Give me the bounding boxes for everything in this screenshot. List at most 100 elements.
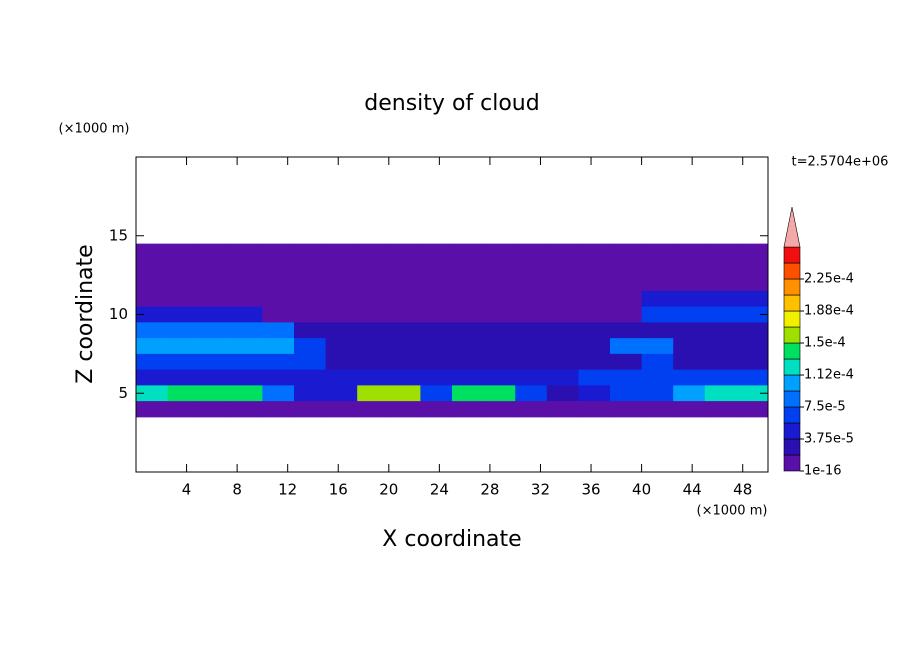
contour-cell (452, 275, 485, 292)
contour-cell (136, 353, 169, 371)
contour-cell (357, 401, 390, 418)
contour-cell (230, 243, 263, 260)
contour-cell (262, 369, 295, 386)
contour-cell (167, 322, 200, 339)
contour-cell (483, 322, 516, 339)
colorbar-box (783, 406, 801, 424)
contour-cell (641, 290, 674, 308)
contour-cell (199, 401, 232, 418)
colorbar-label: 1.88e-4 (804, 304, 854, 319)
contour-cell (325, 322, 358, 339)
contour-cell (483, 243, 516, 260)
contour-cell (294, 243, 327, 260)
contour-cell (736, 243, 769, 260)
contour-cell (546, 290, 579, 308)
contour-cell (388, 353, 421, 371)
contour-cell (294, 290, 327, 308)
contour-cell (420, 259, 453, 276)
x-tick-label: 16 (329, 481, 348, 499)
contour-cell (388, 259, 421, 276)
contour-cell (420, 369, 453, 386)
contour-cell (452, 385, 485, 402)
contour-cell (325, 275, 358, 292)
contour-cell (673, 385, 706, 402)
contour-cell (515, 322, 548, 339)
contour-cell (136, 385, 169, 402)
colorbar-box (783, 246, 801, 264)
contour-cell (136, 275, 169, 292)
contour-cell (294, 259, 327, 276)
contour-cell (357, 243, 390, 260)
colorbar-label: 2.25e-4 (804, 272, 854, 287)
contour-cell (388, 322, 421, 339)
contour-cell (704, 290, 737, 308)
colorbar-box (783, 422, 801, 440)
contour-cell (673, 338, 706, 355)
contour-cell (515, 275, 548, 292)
contour-cell (230, 306, 263, 323)
contour-cell (452, 369, 485, 386)
contour-cell (388, 338, 421, 355)
contour-cell (704, 401, 737, 418)
contour-cell (673, 243, 706, 260)
contour-cell (641, 353, 674, 371)
contour-cell (610, 401, 643, 418)
contour-cell (673, 401, 706, 418)
contour-cell (546, 385, 579, 402)
contour-cell (388, 243, 421, 260)
contour-cell (136, 259, 169, 276)
contour-cell (262, 322, 295, 339)
contour-cell (357, 369, 390, 386)
contour-cell (420, 322, 453, 339)
contour-cell (167, 259, 200, 276)
x-tick-label: 8 (232, 481, 242, 499)
x-tick-label: 36 (581, 481, 600, 499)
contour-cell (610, 259, 643, 276)
contour-cell (420, 275, 453, 292)
contour-cell (483, 290, 516, 308)
contour-cell (325, 401, 358, 418)
contour-cell (357, 306, 390, 323)
contour-cell (167, 401, 200, 418)
contour-cell (610, 338, 643, 355)
contour-cell (578, 306, 611, 323)
contour-cell (578, 338, 611, 355)
contour-cell (610, 243, 643, 260)
contour-cell (199, 306, 232, 323)
x-tick-label: 32 (531, 481, 550, 499)
contour-cell (199, 243, 232, 260)
contour-cell (704, 338, 737, 355)
contour-cell (388, 306, 421, 323)
contour-cell (230, 290, 263, 308)
contour-cell (136, 306, 169, 323)
contour-cell (704, 259, 737, 276)
contour-cell (515, 369, 548, 386)
contour-cell (483, 401, 516, 418)
contour-cell (136, 290, 169, 308)
contour-cell (673, 369, 706, 386)
contour-cell (230, 353, 263, 371)
colorbar-box (783, 390, 801, 408)
contour-cell (388, 290, 421, 308)
contour-cell (483, 385, 516, 402)
colorbar-box (783, 374, 801, 392)
colorbar-label: 1.12e-4 (804, 368, 854, 383)
y-axis-label: Z coordinate (73, 244, 98, 383)
contour-cell (546, 338, 579, 355)
contour-cell (388, 385, 421, 402)
contour-cell (136, 338, 169, 355)
contour-cell (357, 259, 390, 276)
contour-cell (610, 369, 643, 386)
colorbar-box (783, 438, 801, 456)
contour-cell (294, 322, 327, 339)
y-tick-label: 15 (109, 226, 128, 244)
colorbar-label: 1.5e-4 (804, 336, 846, 351)
contour-cell (578, 243, 611, 260)
contour-cell (641, 275, 674, 292)
contour-cell (483, 369, 516, 386)
contour-cell (673, 290, 706, 308)
x-tick-label: 4 (182, 481, 192, 499)
contour-cell (610, 290, 643, 308)
contour-cell (230, 259, 263, 276)
